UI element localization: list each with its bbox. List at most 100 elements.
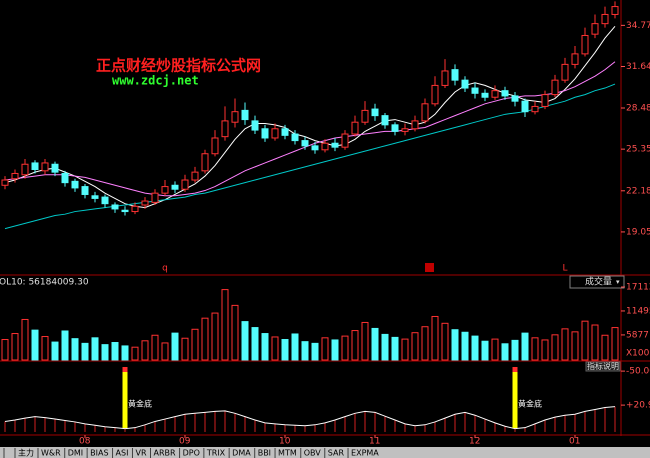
volume-bar (351, 330, 359, 361)
candle-body (451, 69, 459, 81)
selector-label[interactable]: 成交量 (585, 276, 612, 288)
x-tick-label: 11 (369, 437, 380, 447)
volume-bar (1, 339, 9, 361)
signal-cap (122, 367, 128, 372)
y-tick-label: 5877 (626, 330, 649, 340)
candle-body (331, 142, 339, 148)
volume-bar (421, 326, 429, 361)
icon (425, 263, 434, 272)
tab[interactable]: DMI (68, 449, 83, 458)
indicator-line (4, 406, 616, 430)
volume-bar (361, 321, 369, 361)
volume-bar (71, 338, 79, 361)
volume-bar (271, 336, 279, 361)
candle-body (591, 23, 599, 35)
watermark-url: www.zdcj.net (112, 74, 199, 88)
candle-body (191, 171, 199, 181)
volume-bar (551, 334, 559, 361)
volume-bar (571, 331, 579, 361)
candle-body (171, 184, 179, 190)
tab[interactable]: BBI (258, 449, 271, 458)
candle-body (481, 92, 489, 98)
volume-bar (471, 335, 479, 361)
candle-body (411, 120, 419, 130)
candle-body (511, 95, 519, 102)
tab[interactable]: DPO (183, 449, 200, 458)
y-tick-label: 17112 (626, 282, 650, 292)
candle-body (391, 124, 399, 132)
volume-bar (521, 332, 529, 361)
tab[interactable]: W&R (41, 449, 61, 458)
candle-body (531, 105, 539, 113)
volume-bar (381, 333, 389, 361)
volume-bar (461, 331, 469, 361)
tab[interactable]: TRIX (206, 449, 226, 458)
candle-body (61, 172, 69, 184)
volume-header: VOL10: 56184009.30 (0, 278, 89, 288)
candle-body (341, 133, 349, 148)
tab[interactable]: DMA (232, 449, 251, 458)
candle-body (161, 186, 169, 194)
candle-body (601, 13, 609, 25)
volume-bar (561, 328, 569, 361)
volume-bar (301, 341, 309, 361)
candle-body (301, 140, 309, 147)
volume-bar (251, 327, 259, 361)
volume-bar (541, 339, 549, 361)
signal-label: 黄金底 (128, 399, 152, 409)
candle-body (101, 196, 109, 205)
volume-bar (51, 341, 59, 361)
volume-bar (131, 346, 139, 361)
volume-bar (151, 334, 159, 361)
tab[interactable]: 主力 (18, 448, 34, 458)
candle-body (521, 100, 529, 113)
candle-body (401, 128, 409, 132)
volume-bar (341, 335, 349, 361)
candle-body (291, 133, 299, 142)
watermark-title: 正点财经炒股指标公式网 (96, 57, 261, 75)
signal-bar (512, 370, 518, 428)
volume-bar (221, 289, 229, 361)
tab[interactable]: BIAS (90, 449, 108, 458)
volume-bar (511, 339, 519, 361)
volume-bar (91, 337, 99, 361)
volume-bar (141, 340, 149, 361)
volume-bar (531, 337, 539, 361)
indicator-button-label[interactable]: 指标说明 (587, 361, 619, 371)
tab[interactable]: OBV (304, 449, 322, 458)
candle-body (51, 163, 59, 173)
candle-body (551, 79, 559, 96)
volume-bar (331, 339, 339, 361)
volume-bar (451, 329, 459, 361)
candle-body (311, 145, 319, 151)
candle-body (571, 53, 579, 65)
signal-label: 黄金底 (518, 399, 542, 409)
volume-bar (181, 337, 189, 361)
x-tick-label: 01 (569, 437, 580, 447)
candle-body (321, 142, 329, 151)
y-tick-label: +20.91 (626, 401, 650, 411)
tab[interactable]: VR (135, 449, 146, 458)
selector-arrow[interactable]: ▾ (616, 278, 620, 286)
volume-bar (321, 337, 329, 361)
tab[interactable]: SAR (328, 449, 345, 458)
indicator-button[interactable] (585, 361, 621, 372)
tab[interactable]: ARBR (154, 449, 177, 458)
tab[interactable]: MTM (278, 449, 297, 458)
signal-cap (512, 367, 518, 372)
volume-bar (611, 327, 619, 361)
tab[interactable]: ASI (116, 449, 129, 458)
candle-body (141, 200, 149, 206)
candle-body (371, 108, 379, 117)
y-tick-label: 31.64 (626, 62, 650, 72)
indicator-selector[interactable] (569, 275, 625, 289)
candle-body (581, 34, 589, 55)
candle-body (541, 94, 549, 107)
candle-body (501, 90, 509, 97)
candle-body (461, 79, 469, 89)
signal-bar (122, 370, 128, 428)
y-tick-label: 28.48 (626, 104, 650, 114)
tab[interactable]: EXPMA (351, 449, 379, 458)
